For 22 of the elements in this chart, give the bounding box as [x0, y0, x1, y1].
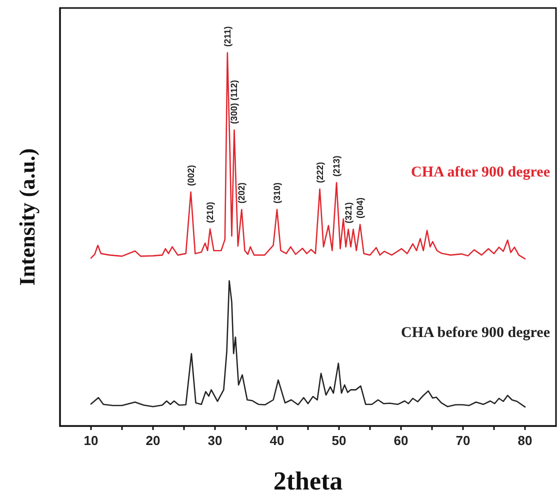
- x-tick-label: 20: [146, 433, 160, 448]
- x-tick-label: 30: [208, 433, 222, 448]
- y-axis-title: Intensity (a.u.): [14, 148, 40, 286]
- x-tick-label: 10: [84, 433, 98, 448]
- annotation: (213): [332, 156, 342, 177]
- annotation: (202): [236, 182, 247, 204]
- x-tick-label: 50: [332, 433, 346, 448]
- x-axis-title: 2theta: [273, 466, 343, 496]
- annotation: (002): [186, 164, 196, 186]
- x-tick-label: 70: [456, 433, 470, 448]
- annotation: (211): [222, 26, 232, 47]
- x-tick-label: 40: [270, 433, 284, 448]
- text: CHA after 900 degree: [411, 164, 550, 180]
- annotation: (300) (112): [229, 80, 240, 124]
- text: CHA before 900 degree: [401, 324, 550, 341]
- annotation: (210): [205, 202, 216, 223]
- annotation: (310): [272, 182, 282, 204]
- x-tick-label: 60: [394, 433, 408, 448]
- annotation: (321): [343, 202, 354, 224]
- annotation: (004): [355, 197, 366, 218]
- annotation: (222): [314, 162, 325, 184]
- x-tick-label: 80: [518, 433, 532, 448]
